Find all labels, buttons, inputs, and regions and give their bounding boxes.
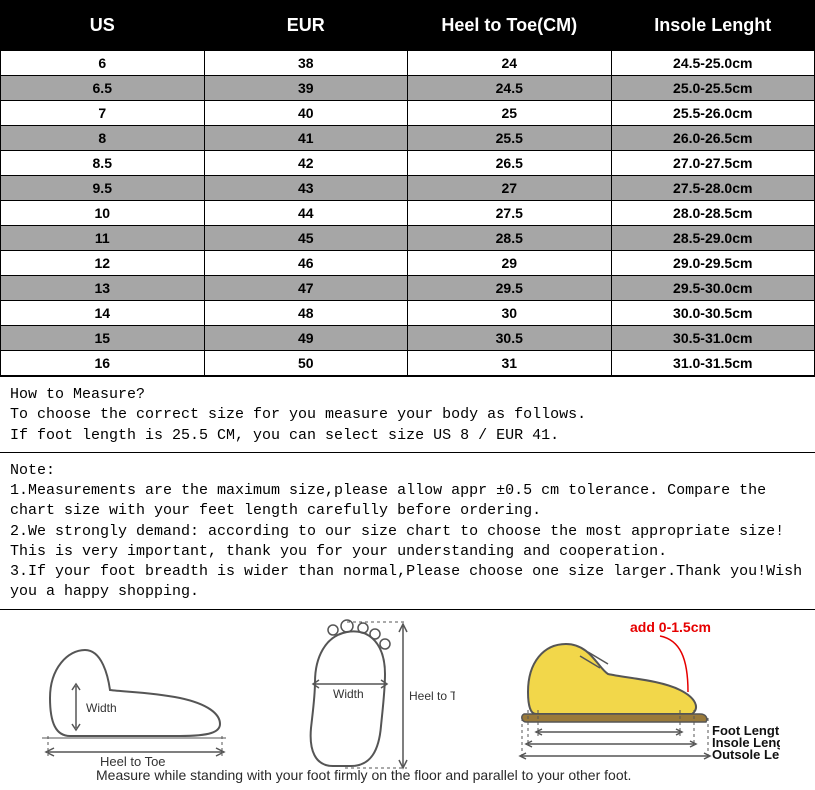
- table-cell: 43: [204, 176, 408, 201]
- table-cell: 41: [204, 126, 408, 151]
- table-cell: 27.5-28.0cm: [611, 176, 815, 201]
- table-cell: 28.5-29.0cm: [611, 226, 815, 251]
- diagram-caption: Measure while standing with your foot fi…: [96, 767, 631, 783]
- size-chart-header: US EUR Heel to Toe(CM) Insole Lenght: [1, 1, 815, 51]
- d2-width-label: Width: [333, 687, 364, 701]
- table-cell: 25.5-26.0cm: [611, 101, 815, 126]
- col-eur: EUR: [204, 1, 408, 51]
- table-cell: 24.5-25.0cm: [611, 51, 815, 76]
- table-cell: 26.0-26.5cm: [611, 126, 815, 151]
- d3-add-label: add 0-1.5cm: [630, 619, 711, 635]
- diagram-shoe-lengths: add 0-1.5cm: [510, 618, 780, 763]
- table-cell: 30.0-30.5cm: [611, 301, 815, 326]
- diagram-top-foot: Width Heel to Toe: [285, 616, 455, 784]
- table-cell: 29.5: [408, 276, 612, 301]
- table-row: 154930.530.5-31.0cm: [1, 326, 815, 351]
- note-2: 2.We strongly demand: according to our s…: [10, 522, 805, 563]
- size-chart-body: 6382424.5-25.0cm6.53924.525.0-25.5cm7402…: [1, 51, 815, 376]
- table-cell: 29.5-30.0cm: [611, 276, 815, 301]
- table-row: 134729.529.5-30.0cm: [1, 276, 815, 301]
- table-cell: 26.5: [408, 151, 612, 176]
- table-cell: 31: [408, 351, 612, 376]
- howto-title: How to Measure?: [10, 385, 805, 405]
- note-1: 1.Measurements are the maximum size,plea…: [10, 481, 805, 522]
- table-cell: 16: [1, 351, 205, 376]
- table-cell: 50: [204, 351, 408, 376]
- table-cell: 6.5: [1, 76, 205, 101]
- table-cell: 40: [204, 101, 408, 126]
- table-cell: 8: [1, 126, 205, 151]
- table-cell: 42: [204, 151, 408, 176]
- note-block: Note: 1.Measurements are the maximum siz…: [0, 452, 815, 609]
- table-cell: 9.5: [1, 176, 205, 201]
- table-row: 12462929.0-29.5cm: [1, 251, 815, 276]
- table-cell: 31.0-31.5cm: [611, 351, 815, 376]
- table-row: 16503131.0-31.5cm: [1, 351, 815, 376]
- table-row: 6382424.5-25.0cm: [1, 51, 815, 76]
- col-insole: Insole Lenght: [611, 1, 815, 51]
- table-row: 8.54226.527.0-27.5cm: [1, 151, 815, 176]
- table-cell: 29: [408, 251, 612, 276]
- size-chart-table: US EUR Heel to Toe(CM) Insole Lenght 638…: [0, 0, 815, 376]
- table-cell: 49: [204, 326, 408, 351]
- d1-width-label: Width: [86, 701, 117, 715]
- table-cell: 25.0-25.5cm: [611, 76, 815, 101]
- table-cell: 25.5: [408, 126, 612, 151]
- table-cell: 12: [1, 251, 205, 276]
- d3-outsole-label: Outsole Length: [712, 747, 780, 762]
- table-cell: 27: [408, 176, 612, 201]
- table-cell: 10: [1, 201, 205, 226]
- table-cell: 46: [204, 251, 408, 276]
- table-cell: 38: [204, 51, 408, 76]
- table-cell: 24.5: [408, 76, 612, 101]
- table-row: 14483030.0-30.5cm: [1, 301, 815, 326]
- table-cell: 15: [1, 326, 205, 351]
- shoe-upper-icon: [528, 644, 696, 714]
- diagram-area: Width Heel to Toe Wid: [0, 609, 815, 787]
- table-cell: 30: [408, 301, 612, 326]
- d1-heel-label: Heel to Toe: [100, 754, 166, 768]
- shoe-sole-icon: [522, 714, 707, 722]
- table-row: 9.5432727.5-28.0cm: [1, 176, 815, 201]
- table-row: 104427.528.0-28.5cm: [1, 201, 815, 226]
- note-title: Note:: [10, 461, 805, 481]
- how-to-measure: How to Measure? To choose the correct si…: [0, 376, 815, 452]
- table-cell: 27.0-27.5cm: [611, 151, 815, 176]
- table-cell: 6: [1, 51, 205, 76]
- table-cell: 30.5: [408, 326, 612, 351]
- howto-line1: To choose the correct size for you measu…: [10, 405, 805, 425]
- table-cell: 47: [204, 276, 408, 301]
- table-cell: 45: [204, 226, 408, 251]
- table-cell: 29.0-29.5cm: [611, 251, 815, 276]
- howto-line2: If foot length is 25.5 CM, you can selec…: [10, 426, 805, 446]
- table-cell: 8.5: [1, 151, 205, 176]
- table-row: 84125.526.0-26.5cm: [1, 126, 815, 151]
- table-cell: 7: [1, 101, 205, 126]
- table-row: 114528.528.5-29.0cm: [1, 226, 815, 251]
- table-cell: 28.0-28.5cm: [611, 201, 815, 226]
- table-cell: 28.5: [408, 226, 612, 251]
- table-cell: 25: [408, 101, 612, 126]
- d2-heel-label: Heel to Toe: [409, 689, 455, 703]
- table-cell: 30.5-31.0cm: [611, 326, 815, 351]
- note-3: 3.If your foot breadth is wider than nor…: [10, 562, 805, 603]
- table-cell: 27.5: [408, 201, 612, 226]
- col-heel: Heel to Toe(CM): [408, 1, 612, 51]
- table-cell: 48: [204, 301, 408, 326]
- table-row: 6.53924.525.0-25.5cm: [1, 76, 815, 101]
- table-cell: 24: [408, 51, 612, 76]
- table-cell: 39: [204, 76, 408, 101]
- table-cell: 11: [1, 226, 205, 251]
- diagram-side-foot: Width Heel to Toe: [30, 628, 230, 768]
- table-cell: 13: [1, 276, 205, 301]
- table-row: 7402525.5-26.0cm: [1, 101, 815, 126]
- table-cell: 44: [204, 201, 408, 226]
- table-cell: 14: [1, 301, 205, 326]
- col-us: US: [1, 1, 205, 51]
